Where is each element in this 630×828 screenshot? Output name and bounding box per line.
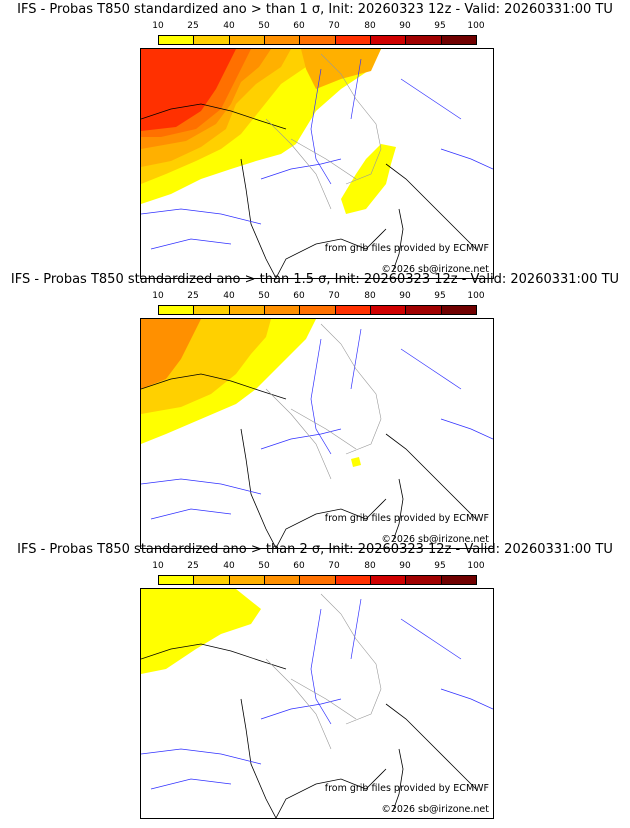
colorbar-labels: 10 25 40 50 60 70 80 90 95 100	[140, 561, 500, 572]
colorbar-tick-label: 80	[364, 291, 376, 301]
colorbar	[158, 305, 477, 315]
colorbar-labels: 10 25 40 50 60 70 80 90 95 100	[140, 291, 500, 302]
colorbar-tick-label: 25	[187, 21, 199, 31]
colorbar-segment	[229, 576, 265, 584]
coastlines	[141, 373, 477, 548]
colorbar-segment	[335, 576, 371, 584]
colorbar-segment	[370, 576, 407, 584]
rivers	[141, 328, 493, 520]
colorbar-tick-label: 80	[364, 21, 376, 31]
panel-title: IFS - Probas T850 standardized ano > tha…	[17, 2, 613, 17]
map-panel-3: IFS - Probas T850 standardized ano > tha…	[0, 540, 630, 819]
probability-field	[141, 49, 396, 214]
colorbar-tick-label: 10	[152, 21, 164, 31]
colorbar-tick-label: 10	[152, 561, 164, 571]
panel-title: IFS - Probas T850 standardized ano > tha…	[17, 542, 613, 557]
colorbar-tick-label: 90	[399, 561, 411, 571]
colorbar-tick-label: 25	[187, 291, 199, 301]
colorbar-segment	[406, 306, 442, 314]
colorbar-tick-label: 60	[293, 291, 305, 301]
colorbar-segment	[406, 576, 442, 584]
colorbar-tick-label: 90	[399, 291, 411, 301]
colorbar-segment	[264, 36, 301, 44]
colorbar-segment	[300, 36, 336, 44]
colorbar-segment	[441, 576, 476, 584]
colorbar-tick-label: 60	[293, 561, 305, 571]
colorbar-segment	[194, 306, 230, 314]
colorbar-segment	[441, 36, 476, 44]
colorbar-segment	[370, 36, 407, 44]
probability-map-1-5sigma: from grib files provided by ECMWF ©2026 …	[140, 318, 494, 549]
colorbar-segment	[300, 306, 336, 314]
rivers	[141, 58, 493, 250]
probability-map-2sigma: from grib files provided by ECMWF ©2026 …	[140, 588, 494, 819]
credit-source: from grib files provided by ECMWF	[324, 783, 489, 794]
probability-map-1sigma: from grib files provided by ECMWF ©2026 …	[140, 48, 494, 279]
map-panel-2: IFS - Probas T850 standardized ano > tha…	[0, 270, 630, 549]
colorbar-tick-label: 50	[258, 561, 270, 571]
coastlines	[141, 103, 477, 278]
colorbar-segment	[229, 306, 265, 314]
rivers	[141, 598, 493, 790]
colorbar-tick-label: 60	[293, 21, 305, 31]
colorbar-segment	[335, 36, 371, 44]
colorbar-tick-label: 70	[328, 561, 340, 571]
colorbar-tick-label: 100	[467, 561, 485, 571]
map-panel-1: IFS - Probas T850 standardized ano > tha…	[0, 0, 630, 279]
colorbar-tick-label: 90	[399, 21, 411, 31]
colorbar-tick-label: 100	[467, 21, 485, 31]
colorbar-tick-label: 40	[223, 561, 235, 571]
colorbar-segment	[406, 36, 442, 44]
colorbar-segment	[194, 576, 230, 584]
coastlines	[141, 643, 477, 818]
colorbar-tick-label: 70	[328, 21, 340, 31]
colorbar-segment	[370, 306, 407, 314]
colorbar-segment	[194, 36, 230, 44]
credit-source: from grib files provided by ECMWF	[324, 243, 489, 254]
credit-copyright: ©2026 sb@irizone.net	[381, 804, 489, 815]
borders	[265, 593, 382, 750]
colorbar-segment	[159, 576, 195, 584]
colorbar-segment	[300, 576, 336, 584]
colorbar-tick-label: 50	[258, 21, 270, 31]
credit-source: from grib files provided by ECMWF	[324, 513, 489, 524]
colorbar-tick-label: 95	[434, 561, 446, 571]
colorbar-segment	[264, 576, 301, 584]
colorbar-tick-label: 80	[364, 561, 376, 571]
colorbar-segment	[441, 306, 476, 314]
colorbar-segment	[335, 306, 371, 314]
colorbar-segment	[229, 36, 265, 44]
credit-copyright: ©2026 sb@irizone.net	[381, 534, 489, 545]
colorbar-segment	[159, 36, 195, 44]
probability-field	[141, 319, 361, 467]
colorbar-tick-label: 40	[223, 291, 235, 301]
credit-copyright: ©2026 sb@irizone.net	[381, 264, 489, 275]
colorbar-tick-label: 10	[152, 291, 164, 301]
borders	[265, 53, 382, 210]
colorbar-labels: 10 25 40 50 60 70 80 90 95 100	[140, 21, 500, 32]
colorbar-tick-label: 40	[223, 21, 235, 31]
colorbar-segment	[159, 306, 195, 314]
colorbar-tick-label: 100	[467, 291, 485, 301]
probability-field	[141, 589, 261, 674]
colorbar-tick-label: 25	[187, 561, 199, 571]
colorbar-tick-label: 70	[328, 291, 340, 301]
colorbar	[158, 575, 477, 585]
colorbar-segment	[264, 306, 301, 314]
colorbar-tick-label: 95	[434, 291, 446, 301]
panel-title: IFS - Probas T850 standardized ano > tha…	[10, 272, 620, 287]
colorbar-tick-label: 95	[434, 21, 446, 31]
borders	[265, 323, 382, 480]
colorbar-tick-label: 50	[258, 291, 270, 301]
colorbar	[158, 35, 477, 45]
